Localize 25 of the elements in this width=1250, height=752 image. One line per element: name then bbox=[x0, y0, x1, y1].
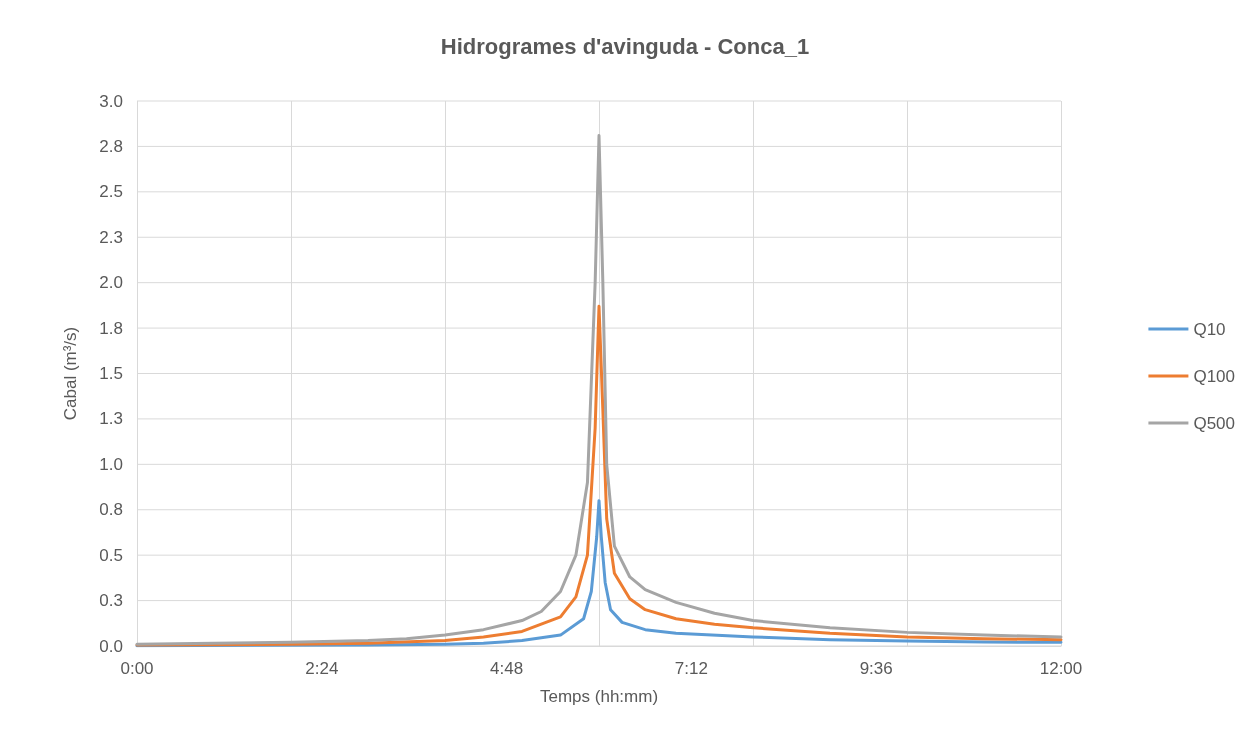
x-tick-label: 12:00 bbox=[1039, 659, 1083, 678]
y-tick-label: 1.0 bbox=[99, 454, 123, 474]
x-axis-title: Temps (hh:mm) bbox=[539, 687, 659, 706]
x-tick-label: 9:36 bbox=[859, 659, 893, 678]
y-tick-label: 0.0 bbox=[99, 636, 123, 656]
y-tick-label: 2.3 bbox=[99, 227, 123, 247]
legend-label: Q100 bbox=[1193, 366, 1236, 386]
x-tick-label: 2:24 bbox=[305, 659, 339, 678]
y-tick-label: 1.8 bbox=[99, 318, 123, 338]
legend-label: Q10 bbox=[1193, 319, 1226, 339]
y-tick-label: 1.3 bbox=[99, 409, 123, 429]
y-tick-label: 3.0 bbox=[99, 91, 123, 111]
y-tick-label: 0.3 bbox=[99, 591, 123, 611]
chart-title: Hidrogrames d'avinguda - Conca_1 bbox=[440, 33, 810, 59]
x-tick-label: 0:00 bbox=[120, 659, 154, 678]
y-tick-label: 2.5 bbox=[99, 182, 123, 202]
y-tick-label: 0.8 bbox=[99, 500, 123, 520]
x-tick-label: 4:48 bbox=[490, 659, 524, 678]
y-tick-label: 0.5 bbox=[99, 545, 123, 565]
x-tick-label: 7:12 bbox=[674, 659, 708, 678]
y-tick-label: 2.0 bbox=[99, 273, 123, 293]
y-tick-label: 2.8 bbox=[99, 136, 123, 156]
legend-label: Q500 bbox=[1193, 413, 1236, 433]
y-tick-label: 1.5 bbox=[99, 364, 123, 383]
y-axis-title: Cabal (m³/s) bbox=[61, 326, 80, 421]
